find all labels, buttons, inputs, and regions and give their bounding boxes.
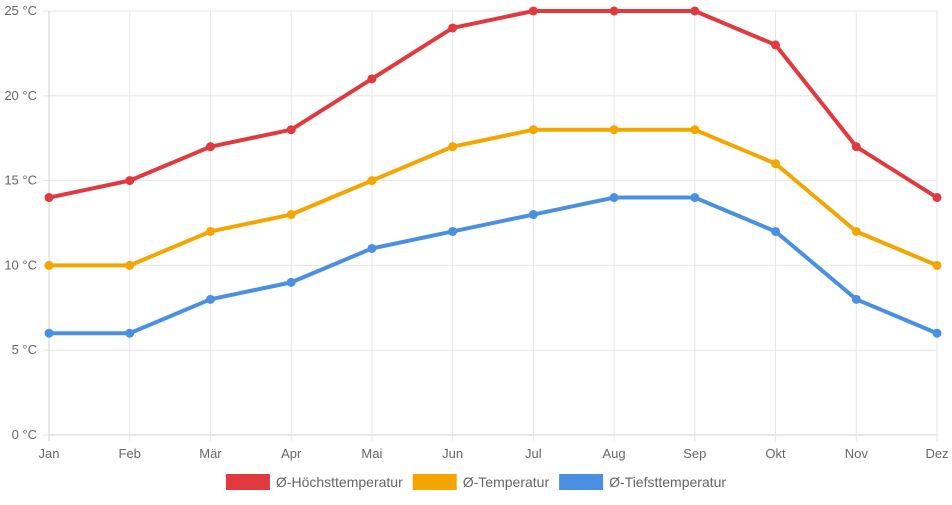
series — [44, 6, 942, 338]
x-tick-label: Dez — [925, 446, 948, 461]
data-point[interactable] — [851, 142, 861, 152]
data-point[interactable] — [690, 125, 700, 135]
legend-swatch — [559, 474, 604, 490]
legend-item-2[interactable]: Ø-Tiefsttemperatur — [559, 474, 726, 490]
legend-label: Ø-Tiefsttemperatur — [609, 474, 726, 490]
y-tick-label: 5 °C — [12, 342, 37, 357]
legend-item-1[interactable]: Ø-Temperatur — [412, 474, 550, 490]
x-tick-label: Apr — [281, 446, 302, 461]
data-point[interactable] — [44, 193, 54, 203]
data-point[interactable] — [851, 294, 861, 304]
data-point[interactable] — [690, 193, 700, 203]
y-tick-label: 15 °C — [4, 173, 37, 188]
legend-label: Ø-Höchsttemperatur — [276, 474, 403, 490]
x-tick-label: Mär — [199, 446, 222, 461]
data-point[interactable] — [125, 176, 135, 186]
data-point[interactable] — [367, 176, 377, 186]
data-point[interactable] — [771, 40, 781, 50]
data-point[interactable] — [932, 193, 942, 203]
x-tick-label: Jan — [39, 446, 60, 461]
data-point[interactable] — [205, 142, 215, 152]
legend-label: Ø-Temperatur — [463, 474, 550, 490]
x-tick-label: Jun — [442, 446, 463, 461]
x-tick-label: Feb — [119, 446, 141, 461]
data-point[interactable] — [286, 125, 296, 135]
series-line — [47, 127, 939, 268]
x-tick-label: Sep — [683, 446, 706, 461]
data-point[interactable] — [771, 159, 781, 169]
legend-swatch — [412, 474, 457, 490]
data-point[interactable] — [448, 23, 458, 33]
data-point[interactable] — [44, 260, 54, 270]
data-point[interactable] — [448, 226, 458, 236]
y-axis: 0 °C 5 °C 10 °C 15 °C 20 °C 25 °C — [4, 3, 37, 442]
data-point[interactable] — [448, 142, 458, 152]
y-tick-label: 0 °C — [12, 427, 37, 442]
data-point[interactable] — [205, 294, 215, 304]
data-point[interactable] — [367, 74, 377, 84]
legend-swatch — [225, 474, 270, 490]
y-tick-label: 10 °C — [4, 257, 37, 272]
data-point[interactable] — [609, 193, 619, 203]
x-tick-label: Nov — [845, 446, 869, 461]
data-point[interactable] — [125, 260, 135, 270]
series-0 — [44, 6, 942, 203]
x-tick-label: Aug — [603, 446, 626, 461]
x-axis: Jan Feb Mär Apr Mai Jun Jul Aug Sep Okt Nov Dez — [39, 446, 949, 461]
data-point[interactable] — [528, 125, 538, 135]
data-point[interactable] — [609, 6, 619, 16]
data-point[interactable] — [286, 210, 296, 220]
series-line — [47, 195, 939, 336]
data-point[interactable] — [609, 125, 619, 135]
y-tick-label: 25 °C — [4, 3, 37, 18]
data-point[interactable] — [44, 328, 54, 338]
data-point[interactable] — [771, 226, 781, 236]
data-point[interactable] — [528, 6, 538, 16]
data-point[interactable] — [125, 328, 135, 338]
data-point[interactable] — [367, 243, 377, 253]
data-point[interactable] — [690, 6, 700, 16]
series-2 — [44, 193, 942, 338]
x-tick-label: Mai — [361, 446, 382, 461]
grid — [43, 10, 938, 441]
x-tick-label: Okt — [765, 446, 786, 461]
series-line — [47, 9, 939, 200]
data-point[interactable] — [932, 328, 942, 338]
data-point[interactable] — [932, 260, 942, 270]
y-tick-label: 20 °C — [4, 88, 37, 103]
data-point[interactable] — [286, 277, 296, 287]
legend: Ø-Höchsttemperatur Ø-Temperatur Ø-Tiefstte… — [225, 474, 726, 490]
series-1 — [44, 125, 942, 270]
data-point[interactable] — [851, 226, 861, 236]
data-point[interactable] — [205, 226, 215, 236]
legend-item-0[interactable]: Ø-Höchsttemperatur — [225, 474, 403, 490]
data-point[interactable] — [528, 210, 538, 220]
x-tick-label: Jul — [525, 446, 542, 461]
